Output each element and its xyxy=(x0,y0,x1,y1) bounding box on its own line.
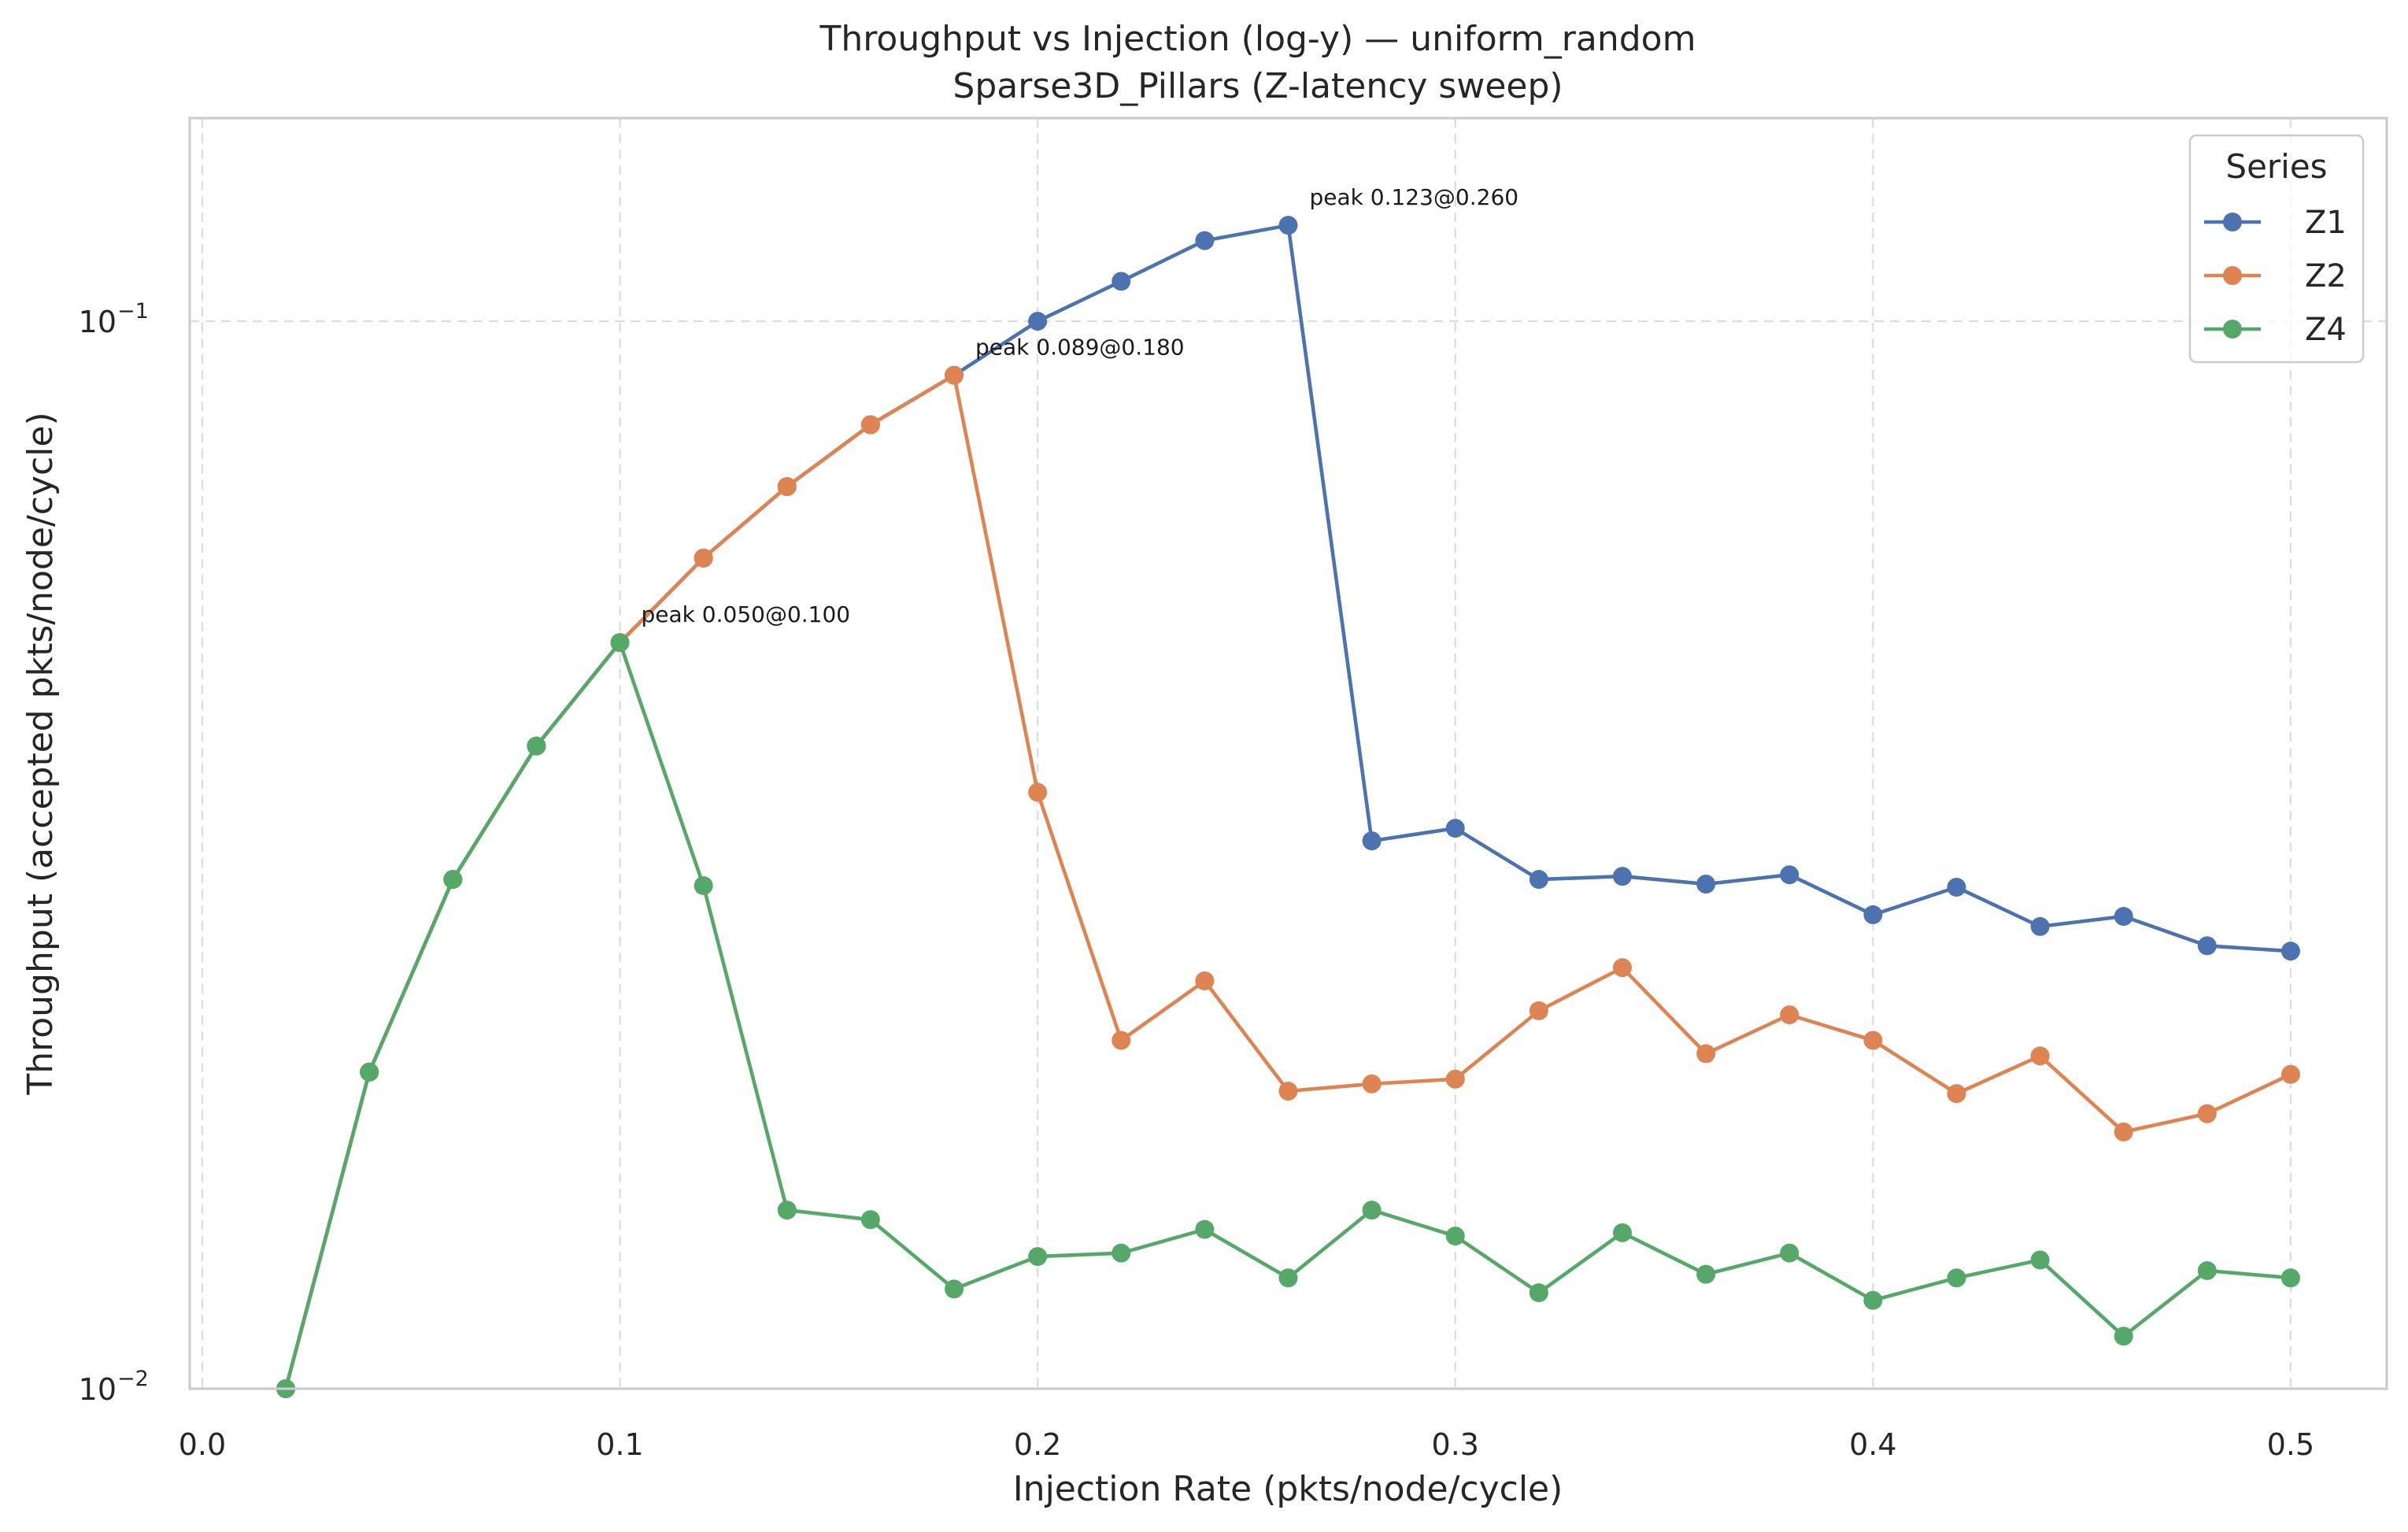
data-point xyxy=(2197,936,2217,956)
x-tick-label: 0.3 xyxy=(1432,1427,1479,1462)
data-point xyxy=(1780,1243,1800,1263)
data-point xyxy=(443,870,463,890)
legend-label: Z4 xyxy=(2305,312,2347,348)
data-point xyxy=(1863,905,1883,924)
data-point xyxy=(2197,1261,2217,1281)
data-point xyxy=(1780,865,1800,885)
annotation-layer: peak 0.123@0.260 peak 0.089@0.180 peak 0.0… xyxy=(642,184,1519,627)
x-tick-labels: 0.0 0.1 0.2 0.3 0.4 0.5 xyxy=(179,1427,2314,1462)
legend-marker xyxy=(2223,266,2242,285)
x-tick-label: 0.4 xyxy=(1849,1427,1896,1462)
data-point xyxy=(610,633,630,653)
data-point xyxy=(1028,312,1048,331)
data-point xyxy=(1947,877,1966,897)
data-point xyxy=(1028,1247,1048,1267)
data-point xyxy=(1445,819,1465,838)
chart-subtitle: Sparse3D_Pillars (Z-latency sweep) xyxy=(952,66,1563,106)
data-point xyxy=(1947,1268,1966,1288)
data-point xyxy=(1529,1283,1548,1303)
data-point xyxy=(1696,1264,1716,1284)
legend-box xyxy=(2188,134,2365,364)
data-point xyxy=(1028,783,1048,802)
y-tick-exponent: −1 xyxy=(117,299,149,324)
x-tick-label: 0.0 xyxy=(179,1427,226,1462)
x-tick-label: 0.2 xyxy=(1014,1427,1061,1462)
data-point xyxy=(2114,1327,2133,1346)
y-tick-label: 10 xyxy=(79,1372,117,1407)
y-axis-label: Throughput (accepted pkts/node/cycle) xyxy=(20,412,61,1095)
data-point xyxy=(694,548,713,568)
data-point xyxy=(1612,867,1632,886)
x-tick-label: 0.1 xyxy=(596,1427,643,1462)
data-point xyxy=(694,875,713,895)
x-tick-label: 0.5 xyxy=(2267,1427,2314,1462)
y-tick-label: 10 xyxy=(79,305,117,339)
peak-annotation: peak 0.050@0.100 xyxy=(642,601,851,627)
data-point xyxy=(1112,272,1131,291)
x-axis-label: Injection Rate (pkts/node/cycle) xyxy=(1013,1469,1563,1509)
data-point xyxy=(2197,1104,2217,1123)
peak-annotation: peak 0.089@0.180 xyxy=(975,335,1185,361)
legend-marker xyxy=(2223,320,2242,339)
legend-item-z2: Z2 xyxy=(2204,258,2347,294)
data-point xyxy=(2280,1064,2300,1084)
data-point xyxy=(2114,1122,2133,1142)
data-point xyxy=(1529,1001,1548,1020)
data-point xyxy=(945,365,964,385)
data-point xyxy=(2030,1250,2050,1270)
data-point xyxy=(2030,916,2050,936)
data-point xyxy=(2280,1268,2300,1288)
legend-title: Series xyxy=(2225,147,2327,186)
legend-label: Z2 xyxy=(2305,258,2347,294)
legend: Series Z1 Z2 Z4 xyxy=(2188,134,2365,364)
data-point xyxy=(1947,1084,1966,1104)
y-tick-exponent: −2 xyxy=(117,1367,149,1391)
data-point xyxy=(2114,907,2133,927)
data-point xyxy=(1696,874,1716,894)
plot-frame xyxy=(188,117,2388,1390)
data-point xyxy=(1445,1069,1465,1089)
data-point xyxy=(1863,1031,1883,1050)
data-point xyxy=(1195,1219,1215,1239)
legend-item-z4: Z4 xyxy=(2204,312,2347,348)
data-point xyxy=(1278,216,1298,235)
data-point xyxy=(860,1210,880,1230)
data-point xyxy=(1529,870,1548,890)
data-point xyxy=(527,736,546,756)
legend-items: Z1 Z2 Z4 xyxy=(2204,205,2347,348)
data-point xyxy=(945,1279,964,1299)
series-layer xyxy=(276,216,2300,1398)
data-point xyxy=(1445,1227,1465,1246)
data-point xyxy=(777,1201,797,1220)
chart-title: Throughput vs Injection (log-y) — unifor… xyxy=(819,19,1696,59)
data-point xyxy=(1612,958,1632,978)
legend-label: Z1 xyxy=(2305,205,2347,241)
legend-marker xyxy=(2223,213,2242,231)
data-point xyxy=(1696,1044,1716,1064)
data-point xyxy=(1278,1082,1298,1101)
data-point xyxy=(1195,971,1215,991)
data-point xyxy=(2280,942,2300,961)
y-tick-labels: 10−210−1 xyxy=(79,299,149,1407)
data-point xyxy=(777,477,797,497)
data-point xyxy=(1362,831,1382,851)
data-point xyxy=(1612,1223,1632,1242)
series-z4 xyxy=(276,633,2300,1398)
data-point xyxy=(1863,1290,1883,1310)
peak-annotation: peak 0.123@0.260 xyxy=(1310,184,1519,210)
data-point xyxy=(1362,1074,1382,1093)
data-point xyxy=(860,415,880,435)
data-point xyxy=(1112,1243,1131,1263)
data-point xyxy=(1780,1005,1800,1025)
data-point xyxy=(1195,231,1215,250)
data-point xyxy=(1278,1268,1298,1288)
data-point xyxy=(1112,1031,1131,1050)
data-point xyxy=(1362,1201,1382,1220)
data-point xyxy=(360,1062,379,1082)
legend-item-z1: Z1 xyxy=(2204,205,2347,241)
data-point xyxy=(2030,1046,2050,1066)
